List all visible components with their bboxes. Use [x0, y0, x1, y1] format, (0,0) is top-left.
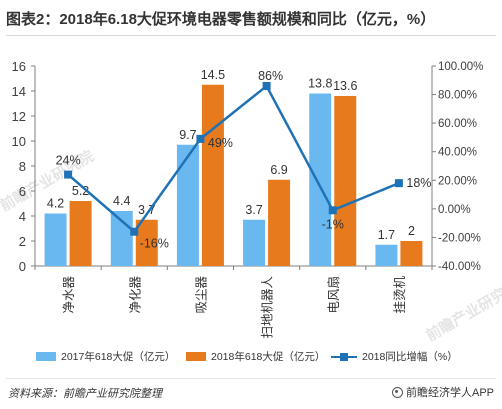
y-right-tick-label: 80.00%: [438, 90, 477, 102]
bar-2017: [243, 219, 266, 266]
growth-label: 24%: [56, 154, 81, 168]
category-label: 扫地机器人: [261, 276, 275, 339]
growth-line: [67, 84, 400, 234]
bar-2017: [110, 211, 133, 266]
data-label-2017: 4.4: [113, 194, 130, 208]
bar-2018: [69, 201, 92, 266]
y-right-tick-label: 0.00%: [438, 204, 471, 216]
y-left-tick-label: 4: [19, 209, 26, 224]
legend-label: 2017年618大促（亿元）: [61, 351, 176, 363]
legend-swatch: [331, 352, 357, 362]
growth-point: [64, 170, 73, 179]
y-left-tick-label: 16: [12, 59, 26, 74]
data-label-2018: 6.9: [270, 163, 287, 177]
title-divider: [6, 35, 496, 36]
y-left-tick-label: 8: [19, 159, 26, 174]
data-label-2018: 2: [408, 224, 415, 238]
y-left-tick-label: 14: [12, 84, 26, 99]
y-left-tick-label: 0: [19, 259, 26, 274]
combo-chart: 0 2 4 6 8 10 12 14 16 -40.00% -20.00% 0.00% 20.00% 40…: [12, 59, 484, 339]
bar-2018: [268, 179, 291, 266]
data-label-2017: 3.7: [245, 203, 262, 217]
bar-2017: [309, 93, 332, 266]
growth-label: 49%: [208, 136, 233, 150]
brand-label: 前瞻经济学人APP: [405, 387, 494, 399]
category-label: 净化器: [128, 276, 142, 314]
bar-2017: [176, 144, 199, 266]
growth-label: 18%: [406, 176, 431, 190]
growth-point: [262, 82, 271, 90]
bar-2018: [201, 84, 224, 266]
y-right-tick-label: -40.00%: [438, 261, 481, 273]
legend-swatch: [36, 352, 56, 361]
y-left-tick-label: 12: [12, 109, 26, 124]
y-left-tick-label: 2: [19, 234, 26, 249]
y-left-tick-label: 6: [19, 184, 26, 199]
legend-item: 2017年618大促（亿元）: [36, 349, 175, 364]
bar-2018: [400, 241, 423, 266]
category-label: 电风扇: [326, 276, 341, 314]
data-label-2018: 14.5: [201, 68, 225, 82]
source-note: 资料来源：前瞻产业研究院整理: [8, 388, 162, 400]
y-right-tick-label: 100.00%: [438, 61, 483, 73]
data-label-2017: 1.7: [378, 228, 395, 242]
bar-2018: [135, 219, 158, 266]
data-label-2017: 13.8: [308, 77, 332, 91]
growth-point: [130, 227, 139, 236]
legend-item: 2018年618大促（亿元）: [186, 349, 325, 364]
brand: 前瞻经济学人APP: [391, 384, 494, 400]
bar-2018: [334, 96, 357, 266]
legend-swatch: [186, 352, 206, 361]
growth-point: [328, 206, 337, 215]
y-right-tick-label: 20.00%: [438, 175, 477, 187]
legend: 2017年618大促（亿元） 2018年618大促（亿元） 2018同比增幅（%）: [36, 346, 486, 366]
category-label: 净水器: [62, 276, 76, 314]
brand-logo-icon: [391, 386, 403, 398]
y-right-tick-label: -20.00%: [438, 232, 481, 244]
legend-item: 2018同比增幅（%）: [331, 349, 458, 364]
y-right-tick-label: 60.00%: [438, 118, 477, 130]
bar-2017: [375, 244, 398, 266]
growth-label: -16%: [140, 237, 169, 251]
y-right-tick-label: 40.00%: [438, 147, 477, 159]
y-left-tick-label: 10: [12, 134, 26, 149]
growth-point: [394, 179, 403, 188]
bar-2017: [44, 213, 67, 266]
data-label-2017: 9.7: [179, 128, 196, 142]
data-label-2018: 13.6: [333, 79, 357, 93]
legend-label: 2018年618大促（亿元）: [211, 351, 326, 363]
chart-title: 图表2：2018年6.18大促环境电器零售额规模和同比（亿元，%）: [6, 11, 436, 28]
growth-label: -1%: [322, 217, 344, 231]
growth-label: 86%: [258, 69, 283, 83]
category-label: 吸尘器: [194, 276, 208, 314]
growth-point: [196, 134, 205, 143]
data-label-2017: 4.2: [47, 197, 64, 211]
legend-label: 2018同比增幅（%）: [362, 351, 458, 363]
footer-divider: [6, 378, 496, 379]
category-label: 挂烫机: [393, 276, 407, 314]
